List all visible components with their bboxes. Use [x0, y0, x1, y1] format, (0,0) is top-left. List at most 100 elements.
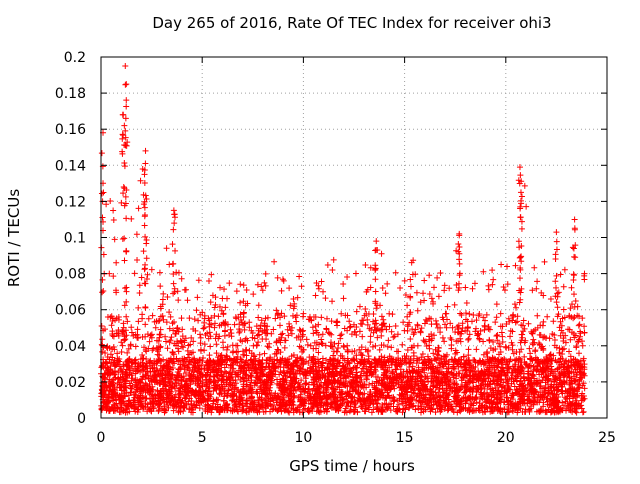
data-point: [313, 293, 319, 299]
data-point: [304, 336, 310, 342]
data-point: [388, 344, 394, 350]
data-point: [407, 295, 413, 301]
data-point: [320, 331, 326, 337]
data-point: [132, 270, 138, 276]
data-point: [369, 409, 375, 415]
data-point: [337, 332, 343, 338]
data-point: [263, 357, 269, 363]
data-point: [192, 316, 198, 322]
data-point: [121, 160, 127, 166]
data-point: [442, 282, 448, 288]
data-point: [108, 351, 114, 357]
data-point: [329, 267, 335, 273]
data-point: [263, 283, 269, 289]
data-point: [426, 272, 432, 278]
data-point: [293, 318, 299, 324]
data-point: [240, 348, 246, 354]
data-point: [402, 278, 408, 284]
data-point: [157, 283, 163, 289]
data-point: [571, 314, 577, 320]
data-point: [256, 332, 262, 338]
data-point: [170, 350, 176, 356]
data-point: [561, 284, 567, 290]
data-point: [457, 310, 463, 316]
data-point: [254, 343, 260, 349]
data-point: [286, 285, 292, 291]
data-point: [136, 205, 142, 211]
data-point: [318, 314, 324, 320]
data-point: [250, 291, 256, 297]
data-point: [389, 329, 395, 335]
data-point: [164, 245, 170, 251]
data-point: [221, 286, 227, 292]
data-point: [234, 288, 240, 294]
data-point: [217, 285, 223, 291]
data-point: [407, 336, 413, 342]
data-point: [393, 270, 399, 276]
data-point: [109, 322, 115, 328]
data-point: [128, 324, 134, 330]
data-point: [353, 270, 359, 276]
data-point: [434, 275, 440, 281]
data-point: [526, 346, 532, 352]
data-point: [208, 272, 214, 278]
data-point: [494, 314, 500, 320]
data-point: [179, 315, 185, 321]
data-point: [580, 343, 586, 349]
data-point: [386, 311, 392, 317]
data-point: [540, 319, 546, 325]
data-point: [325, 262, 331, 268]
data-point: [176, 270, 182, 276]
data-point: [531, 265, 537, 271]
data-point: [469, 318, 475, 324]
data-point: [169, 320, 175, 326]
data-point: [340, 281, 346, 287]
data-point: [434, 321, 440, 327]
data-point: [280, 276, 286, 282]
data-point: [135, 305, 141, 311]
data-point: [384, 281, 390, 287]
data-point: [505, 281, 511, 287]
data-point: [569, 301, 575, 307]
data-point: [534, 278, 540, 284]
data-point: [404, 302, 410, 308]
data-point: [128, 216, 134, 222]
data-point: [362, 262, 368, 268]
data-point: [473, 346, 479, 352]
data-point: [224, 296, 230, 302]
data-point: [547, 335, 553, 341]
data-point: [220, 339, 226, 345]
data-point: [178, 339, 184, 345]
data-point: [207, 344, 213, 350]
data-point: [408, 283, 414, 289]
data-point: [201, 320, 207, 326]
data-point: [440, 335, 446, 341]
data-point: [421, 298, 427, 304]
data-point: [331, 257, 337, 263]
data-point: [386, 324, 392, 330]
data-point: [121, 184, 127, 190]
data-point: [320, 289, 326, 295]
data-point: [493, 333, 499, 339]
data-point: [347, 325, 353, 331]
data-point: [525, 321, 531, 327]
data-point: [485, 283, 491, 289]
data-point: [441, 338, 447, 344]
data-point: [99, 336, 105, 342]
data-point: [279, 288, 285, 294]
data-point: [296, 274, 302, 280]
data-point: [379, 251, 385, 257]
data-point: [119, 349, 125, 355]
data-point: [266, 344, 272, 350]
data-point: [146, 316, 152, 322]
data-point: [139, 352, 145, 358]
data-point: [198, 347, 204, 353]
data-point: [344, 274, 350, 280]
data-point: [226, 280, 232, 286]
data-point: [472, 280, 478, 286]
data-point: [200, 325, 206, 331]
data-point: [467, 331, 473, 337]
data-point: [465, 337, 471, 343]
data-point: [560, 346, 566, 352]
data-point: [310, 330, 316, 336]
